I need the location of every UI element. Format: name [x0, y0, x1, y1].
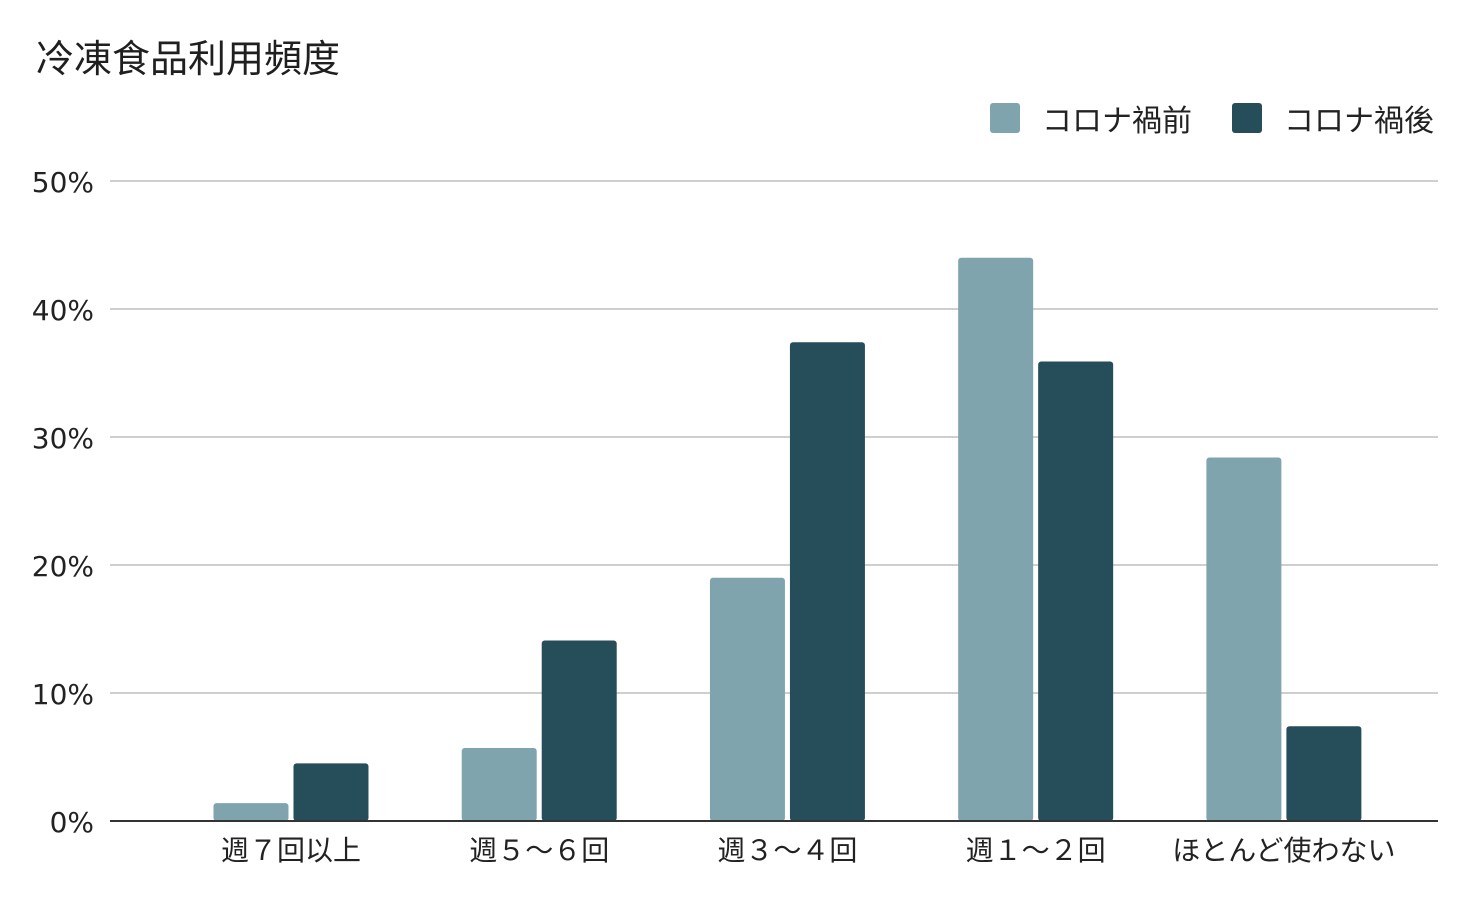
y-tick-label: 40% — [32, 294, 94, 327]
bar — [1038, 361, 1114, 821]
x-tick-label: 週１〜２回 — [966, 834, 1106, 867]
bar — [1286, 726, 1362, 821]
x-tick-label: 週３〜４回 — [717, 834, 857, 867]
bar — [789, 342, 865, 821]
bar — [1206, 457, 1282, 821]
legend-item-after: コロナ禍後 — [1232, 96, 1434, 140]
x-tick-label: 週５〜６回 — [469, 834, 609, 867]
y-tick-label: 30% — [32, 422, 94, 455]
x-tick-label: ほとんど使わない — [1172, 834, 1395, 867]
legend-label-after: コロナ禍後 — [1284, 104, 1434, 139]
y-tick-label: 50% — [32, 166, 94, 199]
bar — [709, 577, 785, 821]
bar — [958, 257, 1034, 821]
legend-swatch-after — [1232, 103, 1262, 133]
x-tick-label: 週７回以上 — [221, 834, 361, 867]
chart-title: 冷凍食品利用頻度 — [36, 37, 341, 81]
bar — [213, 803, 289, 821]
bar — [293, 763, 369, 821]
bar — [461, 748, 537, 821]
y-tick-label: 20% — [32, 550, 94, 583]
y-tick-label: 10% — [32, 678, 94, 711]
legend-label-before: コロナ禍前 — [1042, 104, 1192, 139]
legend-item-before: コロナ禍前 — [990, 96, 1192, 140]
y-tick-label: 0% — [50, 806, 94, 839]
legend: コロナ禍前 コロナ禍後 — [990, 96, 1434, 140]
bar — [541, 640, 617, 821]
legend-swatch-before — [990, 103, 1020, 133]
